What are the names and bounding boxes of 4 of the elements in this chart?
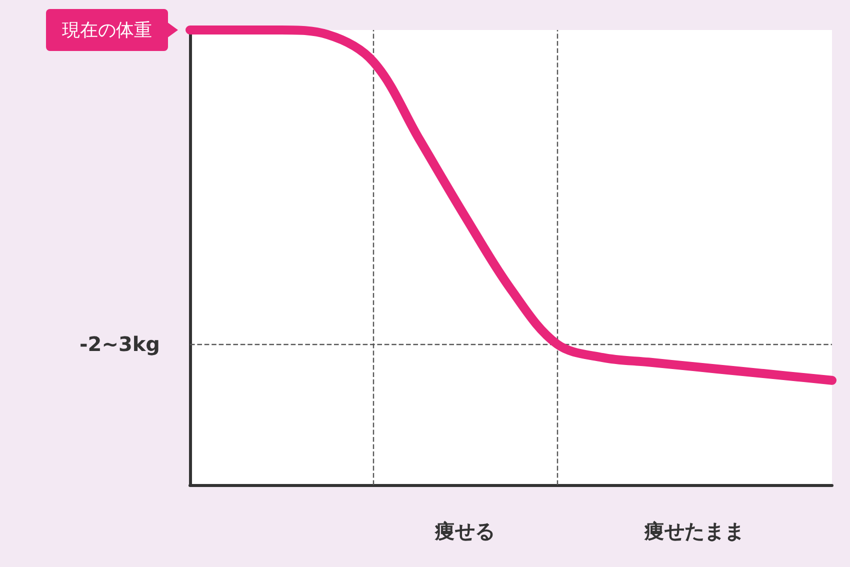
ref-line-label: -2~3kg bbox=[79, 332, 160, 356]
x-tick-label: 痩せたまま bbox=[643, 519, 744, 543]
x-tick-label: 痩せる bbox=[434, 519, 496, 543]
text: 現在の体重 bbox=[46, 9, 168, 51]
